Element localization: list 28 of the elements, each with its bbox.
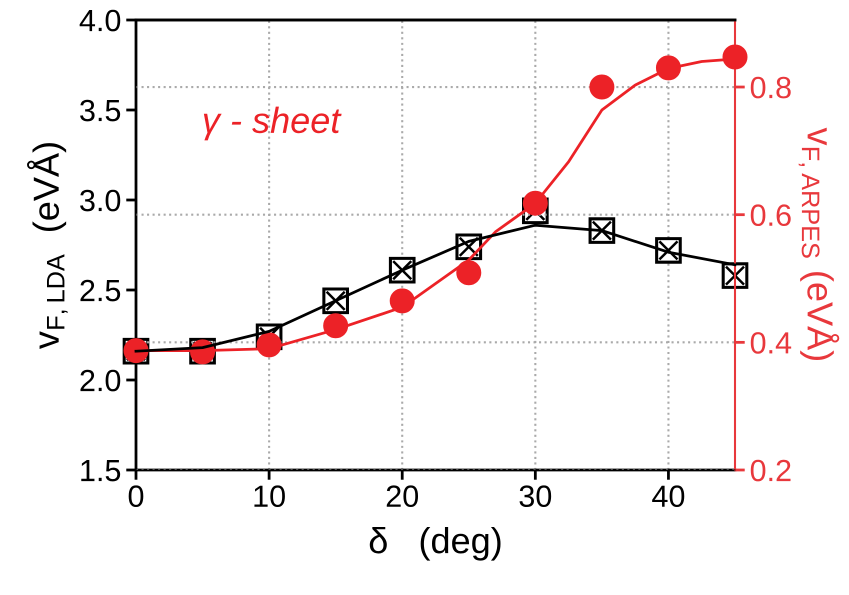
y2-tick-label: 0.8 [750, 76, 791, 98]
point [390, 288, 415, 314]
x-tick-label: 20 [386, 485, 418, 508]
y2-tick-label: 0.4 [750, 332, 792, 354]
x-tick-label: 40 [652, 485, 684, 508]
y2-tick-label: 0.2 [750, 460, 791, 482]
x-axis-title: δ (deg) [370, 526, 501, 561]
y-tick-label: 2.5 [80, 280, 120, 302]
y-tick-label: 1.5 [81, 460, 120, 482]
y-tick-label: 3.5 [80, 100, 120, 122]
y-tick-label: 3.0 [80, 190, 120, 212]
x-tick-label: 0 [128, 485, 144, 508]
y-tick-label: 2.0 [80, 370, 120, 392]
point [722, 44, 748, 70]
point [323, 313, 348, 338]
y-axis-title: v$_{F,LDA}$ (eVÅ) [27, 143, 68, 350]
y-tick-label: 4.0 [80, 10, 120, 32]
point [722, 262, 748, 289]
point [522, 190, 548, 216]
point [589, 74, 614, 100]
x-tick-label: 30 [520, 485, 552, 508]
point [656, 55, 681, 80]
point [256, 332, 282, 358]
y2-tick-label: 0.6 [750, 204, 791, 226]
x-tick-label: 10 [254, 485, 285, 508]
point [456, 260, 482, 286]
y2-axis-title: v$_{F,ARPES}$ (eVÅ) [798, 128, 840, 360]
annotation: γ - sheet [204, 106, 342, 140]
